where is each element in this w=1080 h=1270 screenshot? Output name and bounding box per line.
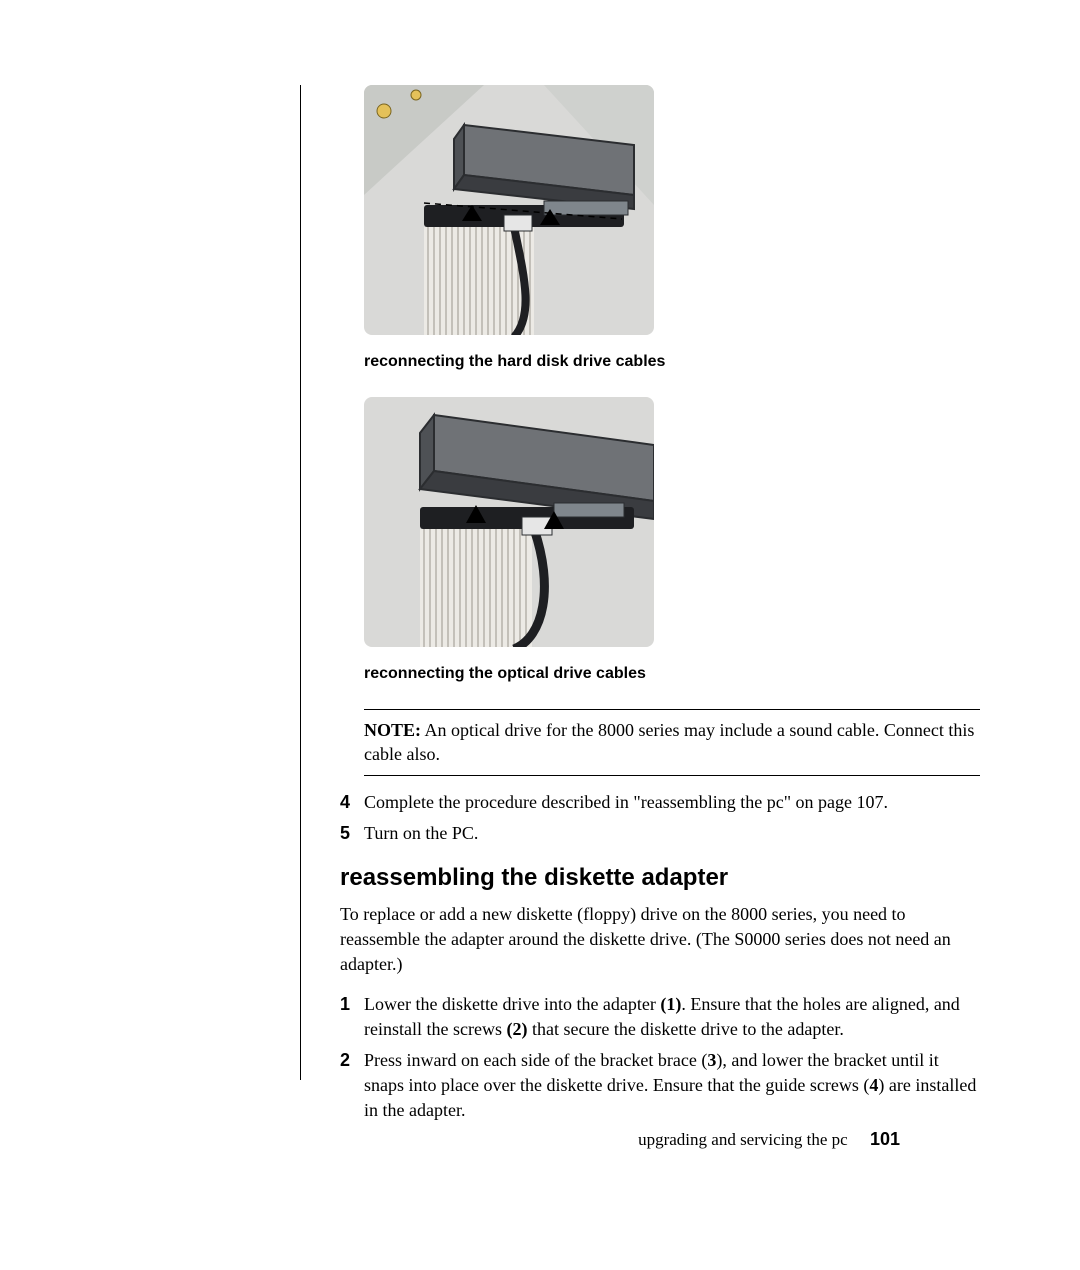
section-title: reassembling the diskette adapter — [340, 864, 980, 892]
section-intro: To replace or add a new diskette (floppy… — [340, 902, 980, 978]
steps-diskette: 1 Lower the diskette drive into the adap… — [340, 992, 980, 1124]
steps-continue: 4 Complete the procedure described in "r… — [340, 790, 980, 846]
step-number-1: 1 — [340, 992, 350, 1017]
step-number-5: 5 — [340, 821, 350, 846]
figure-hard-disk-cables — [364, 85, 654, 335]
figure-optical-cables — [364, 397, 654, 647]
note-block: NOTE: An optical drive for the 8000 seri… — [364, 709, 980, 776]
margin-rule — [300, 85, 301, 1080]
note-lead: NOTE: — [364, 720, 421, 740]
page-footer: upgrading and servicing the pc 101 — [638, 1129, 900, 1150]
step-number-2: 2 — [340, 1048, 350, 1073]
note-body: An optical drive for the 8000 series may… — [364, 720, 974, 764]
figure1-caption: reconnecting the hard disk drive cables — [364, 353, 980, 371]
figure2-caption: reconnecting the optical drive cables — [364, 665, 980, 683]
footer-text: upgrading and servicing the pc — [638, 1130, 848, 1149]
step-text-4: Complete the procedure described in "rea… — [364, 792, 888, 812]
step-number-4: 4 — [340, 790, 350, 815]
page-number: 101 — [870, 1129, 900, 1149]
step-text-5: Turn on the PC. — [364, 823, 478, 843]
step-text-2: Press inward on each side of the bracket… — [364, 1050, 976, 1120]
step-text-1: Lower the diskette drive into the adapte… — [364, 994, 960, 1039]
